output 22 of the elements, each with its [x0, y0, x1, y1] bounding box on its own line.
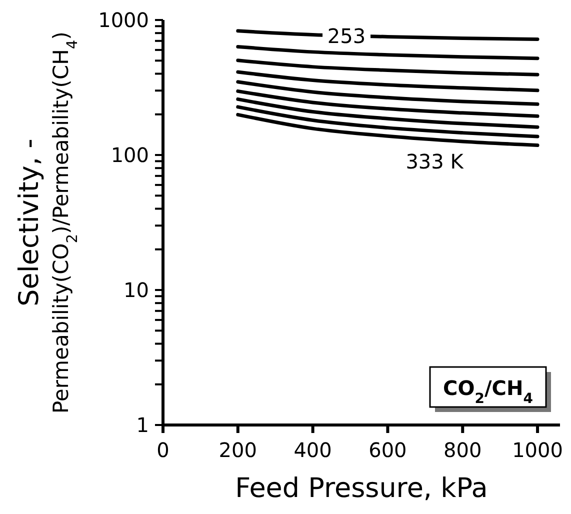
x-tick-label: 600: [368, 438, 407, 462]
line-series: [236, 89, 540, 118]
x-tick-label: 800: [444, 438, 482, 462]
line-series: [236, 80, 540, 106]
x-tick-label: 400: [294, 438, 332, 462]
y-tick-label: 1: [136, 413, 149, 438]
line-series: [236, 97, 540, 129]
line-series: [236, 70, 540, 92]
line-series: [236, 44, 540, 60]
annotation: 253: [327, 24, 366, 48]
x-axis-title: Feed Pressure, kPa: [235, 473, 488, 504]
line-series: [236, 58, 540, 76]
y-tick-label: 10: [124, 278, 149, 302]
y-tick-label: 100: [110, 143, 149, 168]
annotation: 333 K: [406, 150, 464, 174]
annotation: CO$_{2}$/CH$_{4}$: [443, 376, 534, 407]
x-tick-label: 0: [156, 438, 170, 462]
y-tick-label: 1000: [98, 8, 149, 32]
line-series: [236, 105, 540, 138]
x-tick-label: 200: [218, 438, 257, 462]
line-series: [236, 112, 540, 148]
x-tick-label: 1000: [512, 438, 563, 462]
